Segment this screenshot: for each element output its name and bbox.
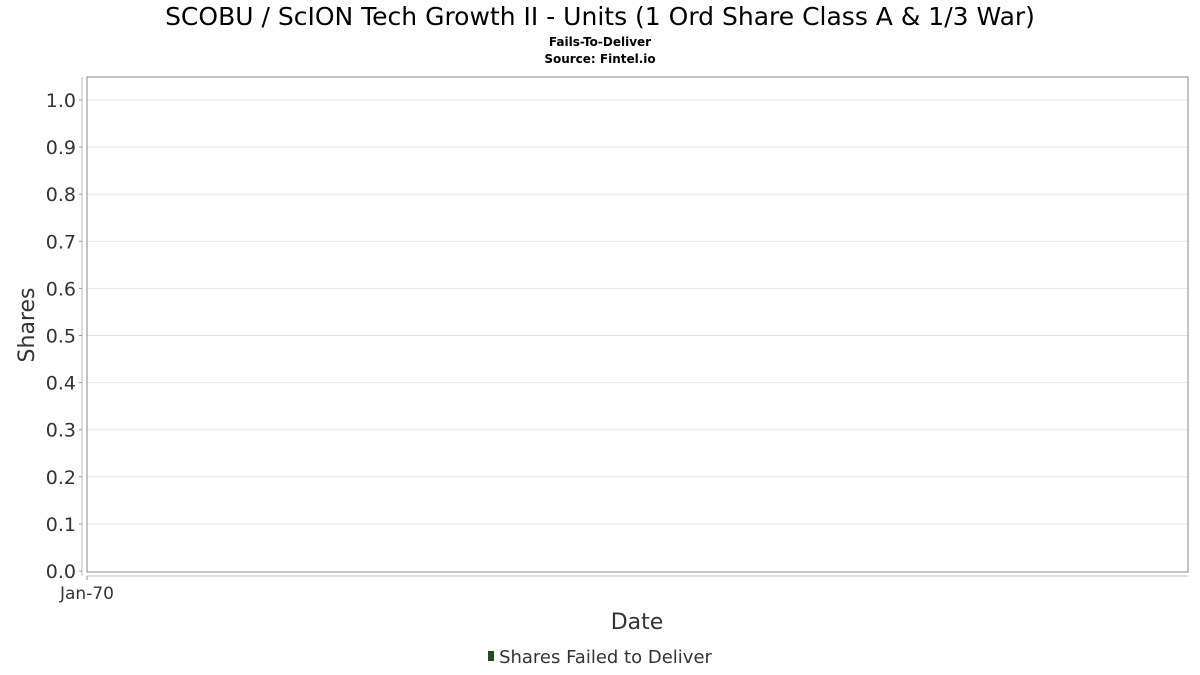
legend: Shares Failed to Deliver [0, 647, 1200, 668]
y-tick-label: 1.0 [46, 90, 76, 112]
x-ticks: Jan-70 [59, 576, 114, 604]
x-tick-label: Jan-70 [59, 584, 114, 604]
chart-title: SCOBU / ScION Tech Growth II - Units (1 … [165, 2, 1035, 31]
chart-source: Source: Fintel.io [544, 52, 656, 66]
y-tick-label: 0.9 [46, 137, 76, 159]
y-ticks: 0.0 0.1 0.2 0.3 0.4 0.5 0.6 0.7 0.8 0.9 1.0 [46, 90, 82, 583]
legend-swatch [488, 651, 495, 661]
legend-label: Shares Failed to Deliver [499, 647, 712, 668]
gridlines [87, 99, 1188, 525]
y-tick-label: 0.1 [46, 514, 76, 536]
y-tick-label: 0.2 [46, 467, 76, 489]
y-tick-label: 0.3 [46, 420, 76, 442]
y-axis-label: Shares [15, 288, 40, 363]
y-tick-label: 0.5 [46, 326, 76, 348]
y-tick-label: 0.6 [46, 278, 76, 300]
y-tick-label: 0.8 [46, 184, 76, 206]
x-axis-label: Date [611, 610, 664, 635]
y-tick-label: 0.0 [46, 561, 76, 583]
y-tick-label: 0.7 [46, 231, 76, 253]
y-tick-label: 0.4 [46, 373, 76, 395]
chart-subtitle: Fails-To-Deliver [548, 35, 652, 49]
plot-area [86, 76, 1189, 573]
